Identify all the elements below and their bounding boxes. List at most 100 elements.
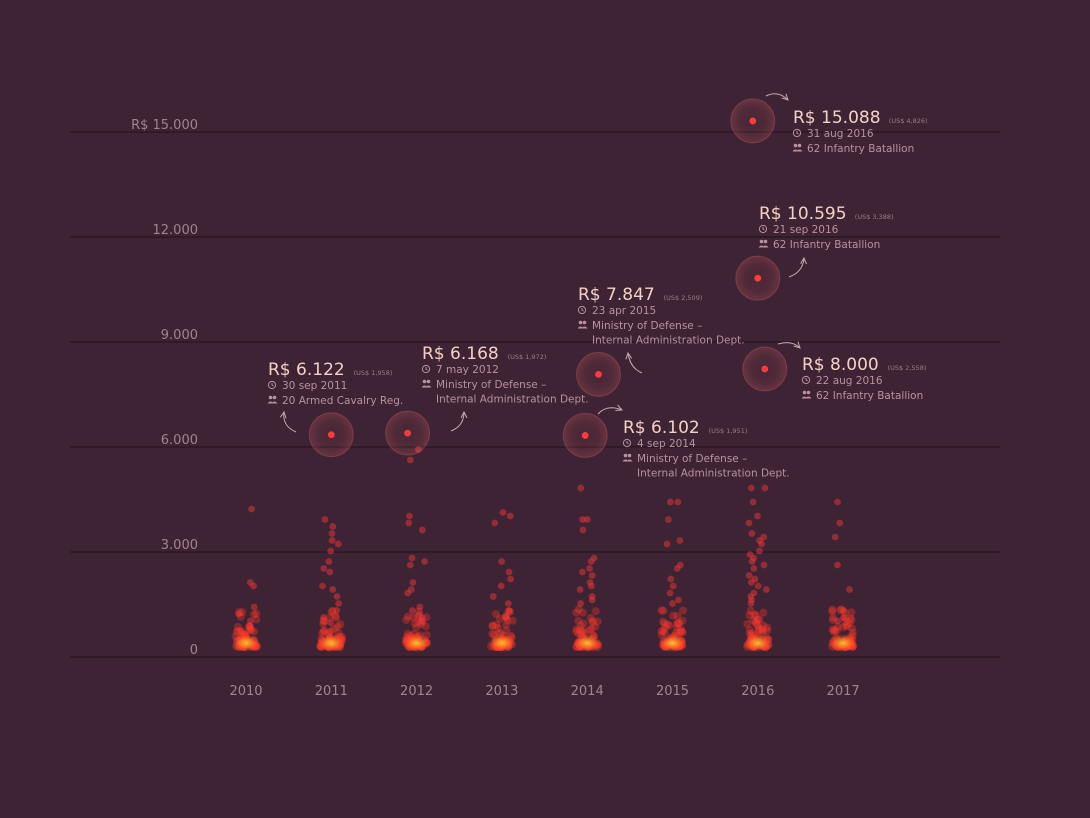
x-tick-label-2017: 2017 <box>827 684 860 699</box>
density-core <box>573 634 602 652</box>
dense-point <box>331 611 340 620</box>
date-label: 22 aug 2016 <box>816 375 883 387</box>
expense-point <box>407 586 415 593</box>
dense-point <box>673 624 682 633</box>
dense-point <box>832 627 841 636</box>
expense-point <box>579 516 586 523</box>
dense-point <box>250 627 259 636</box>
expense-point <box>577 484 585 492</box>
expense-point <box>246 622 254 630</box>
dense-point <box>757 624 766 633</box>
dense-point <box>828 625 837 634</box>
date-label: 30 sep 2011 <box>282 380 347 392</box>
dense-point <box>238 608 247 617</box>
expense-point <box>576 586 584 593</box>
dense-point <box>588 618 597 627</box>
dense-point <box>660 619 669 628</box>
dense-point <box>829 627 838 636</box>
expense-point <box>409 579 417 586</box>
dense-point <box>663 620 672 629</box>
dense-point <box>763 623 772 632</box>
dense-point <box>417 620 426 629</box>
dense-point <box>415 607 424 616</box>
dense-point <box>754 626 763 635</box>
dense-point <box>838 623 847 632</box>
dense-point <box>579 619 588 628</box>
date-label: 4 sep 2014 <box>637 438 696 450</box>
dense-point <box>758 626 767 635</box>
dense-point <box>488 622 497 631</box>
expense-point <box>749 498 757 506</box>
connector-arrow <box>765 93 788 100</box>
unit-label: Internal Administration Dept. <box>436 394 589 406</box>
expense-point <box>586 565 593 572</box>
expense-point <box>404 589 412 597</box>
dense-point <box>402 615 411 624</box>
expense-point <box>834 498 841 506</box>
dense-point <box>678 616 687 625</box>
expense-point <box>248 505 255 513</box>
density-glow <box>231 605 858 652</box>
density-core <box>487 634 516 652</box>
gridlines <box>0 25 1090 658</box>
date-label: 21 sep 2016 <box>773 224 839 236</box>
expense-point <box>505 568 513 576</box>
clock-icon <box>801 375 811 385</box>
dense-point <box>837 605 846 614</box>
clock-icon <box>267 380 277 390</box>
dense-point <box>245 622 254 631</box>
dense-point <box>591 607 600 616</box>
expense-point <box>747 593 755 600</box>
connector-arrow <box>628 353 643 374</box>
highlight-point <box>595 370 602 378</box>
x-tick-label-2015: 2015 <box>656 684 689 699</box>
dense-point <box>679 606 688 615</box>
dense-point <box>502 612 511 621</box>
expense-point <box>334 540 342 548</box>
expense-point <box>840 607 847 614</box>
dense-point <box>330 624 339 633</box>
expense-point <box>235 610 243 618</box>
dense-point <box>847 608 856 617</box>
expense-point <box>577 600 585 607</box>
expense-point <box>409 607 416 614</box>
people-icon <box>792 143 803 152</box>
expense-point <box>751 575 759 583</box>
dense-point <box>252 615 261 624</box>
dense-point <box>657 627 666 636</box>
dense-point <box>493 624 502 633</box>
dense-point <box>324 627 333 636</box>
unit-label: Internal Administration Dept. <box>592 335 745 347</box>
dense-point <box>841 617 850 626</box>
dense-point <box>588 617 597 626</box>
expense-point <box>834 561 841 569</box>
y-tick-label: 3.000 <box>161 538 198 553</box>
expense-point <box>246 617 254 625</box>
highlighted-expenses: R$ 6.122 (US$ 1,958) 30 sep 2011 20 Armed C… <box>267 93 928 480</box>
dense-point <box>576 621 585 630</box>
expense-point <box>333 593 341 600</box>
dense-point <box>415 618 424 627</box>
dense-point <box>421 622 430 631</box>
x-tick-label-2014: 2014 <box>571 684 604 699</box>
dense-point <box>574 605 583 614</box>
expense-point <box>836 519 844 527</box>
expense-point <box>674 498 682 506</box>
expense-point <box>329 586 337 593</box>
dense-point <box>320 617 329 626</box>
clock-icon <box>577 305 587 315</box>
highlight-point <box>749 117 757 125</box>
expense-point <box>755 547 763 555</box>
dense-point <box>245 622 254 631</box>
expense-point <box>497 582 505 590</box>
x-tick-label-2012: 2012 <box>400 684 433 699</box>
expense-point <box>405 519 413 527</box>
dense-point <box>586 613 595 622</box>
amount-label: R$ 7.847 <box>578 285 655 305</box>
dense-point <box>759 608 768 617</box>
expense-point <box>761 484 769 492</box>
dense-point <box>587 625 596 634</box>
expense-point <box>676 537 684 544</box>
expense-point <box>748 596 756 604</box>
expense-point <box>503 614 510 621</box>
